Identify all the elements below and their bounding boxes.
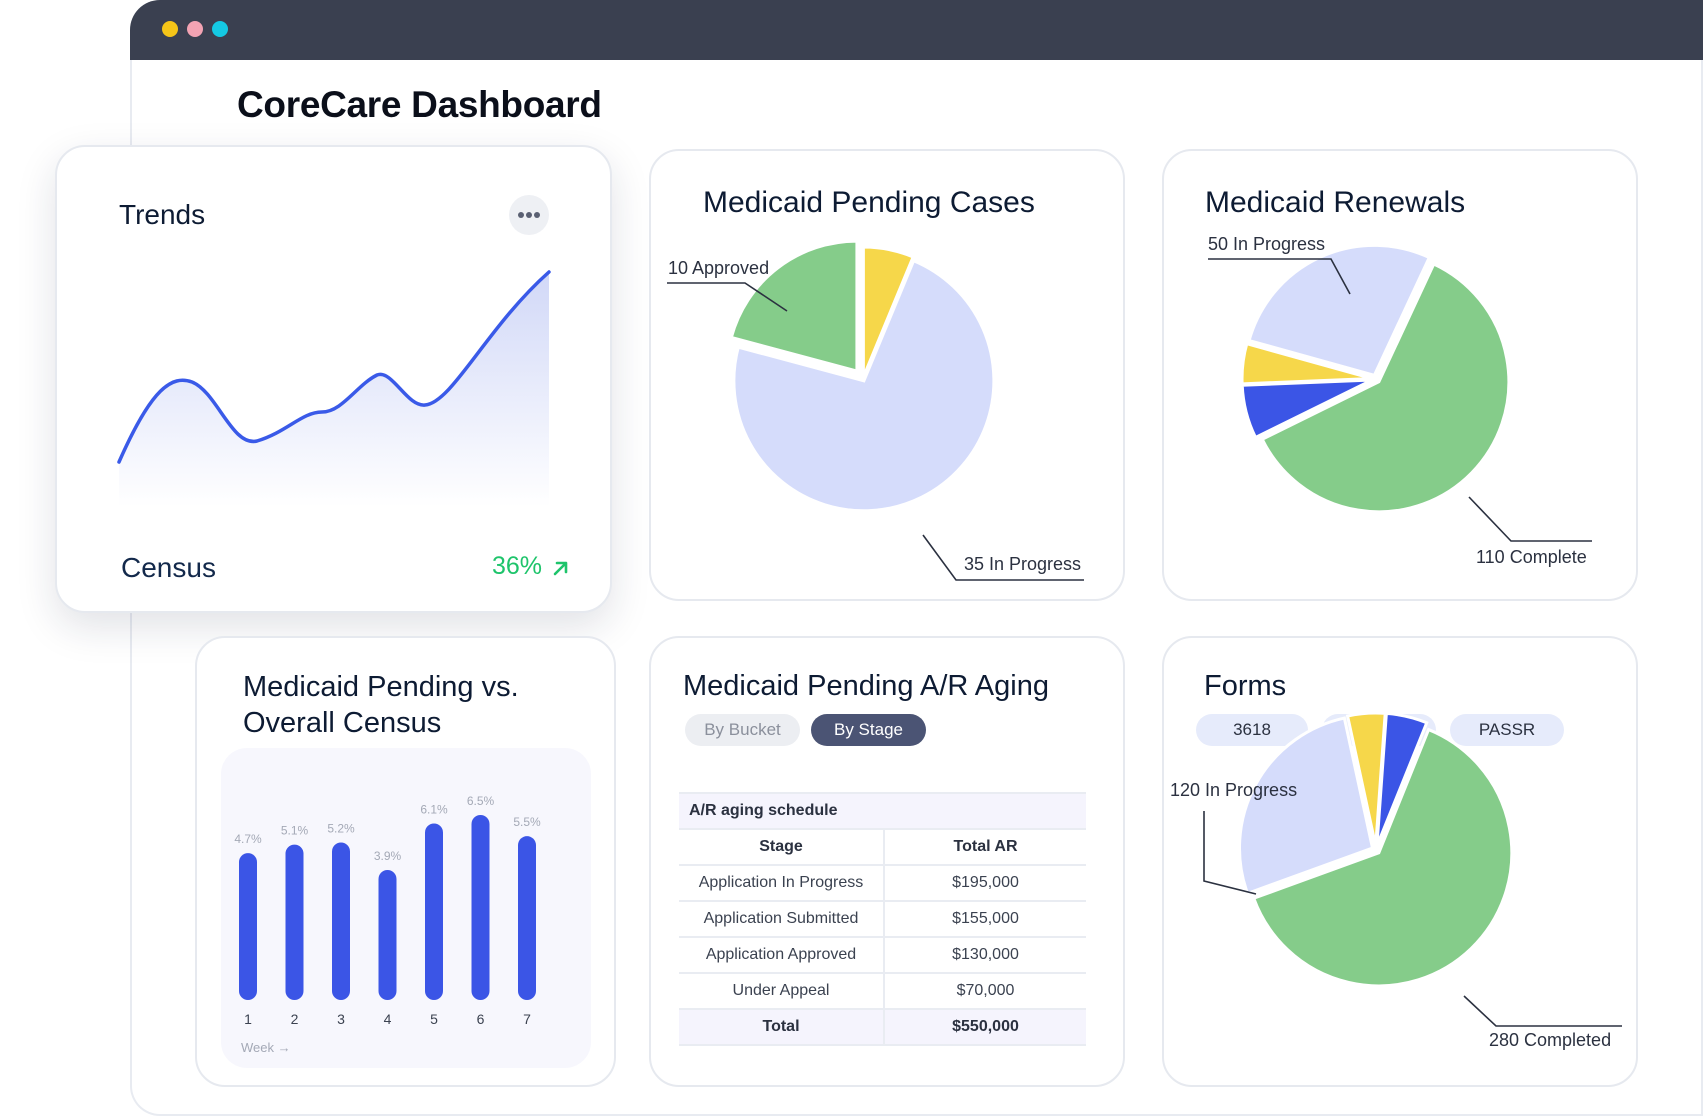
- pending-vs-census-title-line1: Medicaid Pending vs.: [243, 671, 519, 703]
- bar-category-label: 3: [337, 1011, 345, 1027]
- window-close-dot[interactable]: [212, 21, 228, 37]
- census-label: Census: [121, 552, 216, 583]
- bar-value-label: 5.2%: [327, 822, 355, 836]
- bar-category-label: 7: [523, 1011, 531, 1027]
- trends-title: Trends: [119, 199, 206, 230]
- bar-value-label: 3.9%: [374, 849, 402, 863]
- renewals-card[interactable]: Medicaid Renewals 50 In Progress 110 Com…: [1162, 149, 1638, 601]
- ar-aging-table: A/R aging schedule Stage Total AR Applic…: [679, 792, 1086, 1046]
- table-total-value: $550,000: [884, 1009, 1086, 1046]
- pie-slice: [1238, 716, 1375, 896]
- table-cell-stage: Application In Progress: [679, 865, 885, 902]
- column-header-total-ar: Total AR: [884, 829, 1086, 866]
- table-row: Application Submitted $155,000: [679, 901, 1086, 938]
- ar-aging-title: Medicaid Pending A/R Aging: [683, 670, 1049, 702]
- bar: [239, 853, 257, 1000]
- table-cell-stage: Application Submitted: [679, 901, 885, 938]
- arrow-up-right-icon: [553, 561, 568, 576]
- bar-value-label: 6.5%: [467, 794, 495, 808]
- bar-value-label: 5.5%: [513, 815, 541, 829]
- tab-by-stage[interactable]: By Stage: [811, 714, 926, 746]
- bar: [518, 836, 536, 1000]
- bar-category-label: 2: [291, 1011, 299, 1027]
- renewals-title: Medicaid Renewals: [1205, 186, 1466, 219]
- trends-sparkline: [117, 270, 551, 507]
- table-row: Under Appeal $70,000: [679, 973, 1086, 1010]
- pending-vs-census-bar-chart: 4.7% 1 5.1% 2 5.2% 3 3.9% 4 6.1% 5 6.5% 6 5.5% 7: [234, 794, 541, 1027]
- bar: [378, 870, 397, 1000]
- pie-label-in-progress: 50 In Progress: [1208, 234, 1326, 254]
- pie-slice: [1251, 727, 1514, 988]
- bar: [425, 823, 443, 1000]
- column-header-stage: Stage: [679, 829, 885, 866]
- table-total-row: Total $550,000: [679, 1009, 1086, 1046]
- table-cell-stage: Under Appeal: [679, 973, 885, 1010]
- trend-area: [119, 272, 549, 507]
- window-maximize-dot[interactable]: [187, 21, 203, 37]
- pending-cases-card[interactable]: Medicaid Pending Cases 10 Approved 35 In…: [649, 149, 1125, 601]
- pending-cases-title: Medicaid Pending Cases: [703, 186, 1035, 219]
- forms-title: Forms: [1204, 670, 1287, 702]
- forms-pie: [1203, 711, 1622, 1027]
- table-cell-total: $195,000: [884, 865, 1086, 902]
- table-caption: A/R aging schedule: [679, 792, 1086, 830]
- bar: [332, 842, 350, 1000]
- bar-category-label: 6: [477, 1011, 485, 1027]
- bar-category-label: 4: [384, 1011, 392, 1027]
- table-cell-total: $155,000: [884, 901, 1086, 938]
- bar-category-label: 5: [430, 1011, 438, 1027]
- pie-slice: [1240, 341, 1373, 386]
- bar: [471, 815, 490, 1000]
- pie-label-in-progress: 35 In Progress: [964, 554, 1082, 574]
- ar-aging-card[interactable]: Medicaid Pending A/R Aging By Bucket By …: [649, 636, 1125, 1087]
- bar-value-label: 6.1%: [420, 802, 448, 816]
- bar-value-label: 4.7%: [234, 832, 262, 846]
- trend-line: [117, 270, 551, 464]
- pie-slice: [1375, 711, 1429, 847]
- pie-label-complete: 110 Complete: [1476, 547, 1587, 567]
- table-row: Application Approved $130,000: [679, 937, 1086, 974]
- more-options-button[interactable]: [509, 195, 549, 235]
- table-cell-total: $130,000: [884, 937, 1086, 974]
- table-row: Application In Progress $195,000: [679, 865, 1086, 902]
- pie-slice: [861, 245, 916, 378]
- bar: [285, 844, 304, 1000]
- pending-vs-census-title-line2: Overall Census: [243, 707, 442, 739]
- pending-vs-census-card[interactable]: Medicaid Pending vs. Overall Census 4.7%…: [195, 636, 616, 1087]
- pie-slice: [732, 258, 996, 513]
- pending-cases-pie: [667, 239, 1084, 581]
- renewals-pie: [1208, 243, 1592, 542]
- table-cell-stage: Application Approved: [679, 937, 885, 974]
- window-titlebar: [130, 0, 1703, 60]
- pie-slice: [1260, 261, 1511, 514]
- page-title: CoreCare Dashboard: [237, 84, 602, 125]
- more-horizontal-icon: [518, 212, 540, 218]
- pie-slice: [729, 239, 859, 374]
- form-chip-3618[interactable]: 3618: [1196, 714, 1308, 746]
- table-cell-total: $70,000: [884, 973, 1086, 1010]
- tab-by-bucket[interactable]: By Bucket: [685, 714, 800, 746]
- pie-label-approved: 10 Approved: [668, 258, 770, 278]
- pie-slice: [1247, 243, 1432, 378]
- trends-card[interactable]: Trends Census 36%: [55, 145, 612, 613]
- bar-value-label: 5.1%: [281, 824, 309, 838]
- forms-card[interactable]: Forms 3618 3619 PASSR 120 In Progress 28…: [1162, 636, 1638, 1087]
- form-chip-passr[interactable]: PASSR: [1450, 714, 1564, 746]
- census-value: 36%: [492, 552, 543, 580]
- pie-label-in-progress: 120 In Progress: [1170, 780, 1298, 800]
- window-minimize-dot[interactable]: [162, 21, 178, 37]
- week-axis-label: Week →: [241, 1040, 291, 1055]
- pie-label-completed: 280 Completed: [1489, 1030, 1612, 1050]
- bar-category-label: 1: [244, 1011, 252, 1027]
- table-total-label: Total: [679, 1009, 885, 1046]
